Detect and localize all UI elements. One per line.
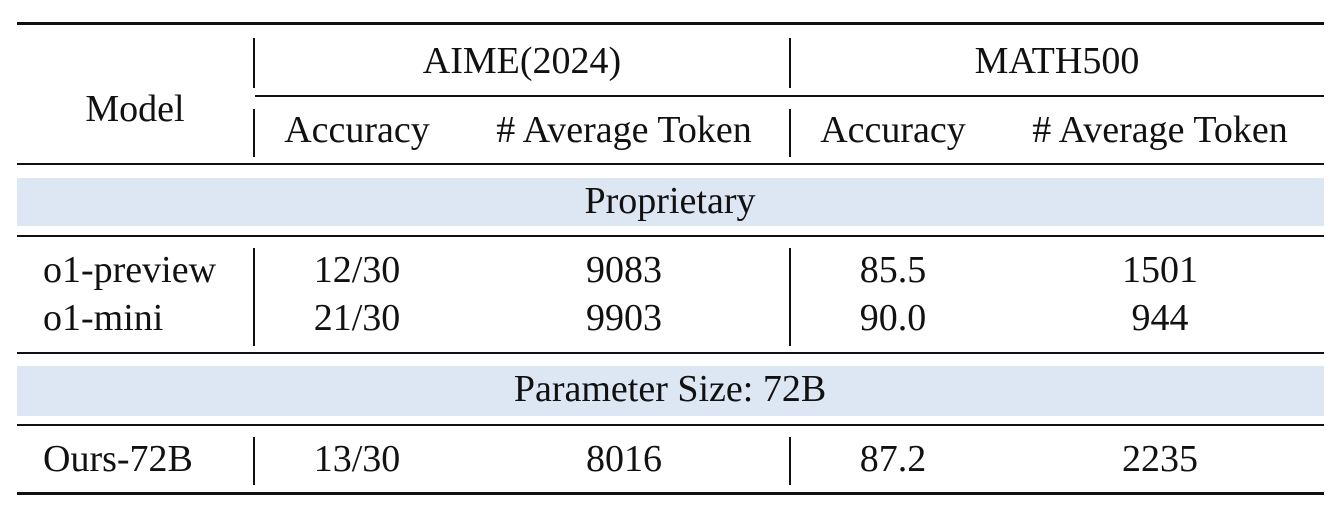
row-o1-mini-math-acc: 90.0 (859, 297, 927, 339)
section-title-proprietary: Proprietary (584, 180, 756, 222)
header-vsep-1-bottom (253, 109, 255, 157)
row-o1-preview-aime-tok: 9083 (586, 249, 662, 291)
section-band-72b (17, 366, 1324, 416)
section-rule-2 (17, 424, 1324, 426)
header-aime-avg-token: # Average Token (496, 109, 752, 151)
row-o1-mini-aime-tok: 9903 (586, 297, 662, 339)
row-o1-mini-model: o1-mini (43, 297, 164, 339)
header-aime-accuracy: Accuracy (284, 109, 430, 151)
header-math-accuracy: Accuracy (820, 109, 966, 151)
row-o1-mini-aime-acc: 21/30 (313, 297, 401, 339)
row-ours-72b-aime-tok: 8016 (586, 438, 662, 480)
section-rule-1 (17, 235, 1324, 237)
section-title-72b: Parameter Size: 72B (513, 368, 827, 410)
row-ours-72b-model: Ours-72B (43, 438, 193, 480)
table-bottom-rule (17, 492, 1324, 495)
header-vsep-2-top (789, 38, 791, 88)
body-vsep-1-sec1 (253, 248, 255, 346)
section-end-rule-1 (17, 352, 1324, 354)
table-top-rule (17, 22, 1324, 25)
header-vsep-1-top (253, 38, 255, 88)
body-vsep-2-sec1 (789, 248, 791, 346)
body-vsep-2-sec2 (789, 437, 791, 485)
body-vsep-1-sec2 (253, 437, 255, 485)
row-ours-72b-math-tok: 2235 (1122, 438, 1198, 480)
section-band-proprietary (17, 178, 1324, 226)
row-o1-preview-aime-acc: 12/30 (313, 249, 401, 291)
header-group-rule (255, 95, 1324, 97)
row-o1-mini-math-tok: 944 (1131, 297, 1189, 339)
row-o1-preview-math-tok: 1501 (1122, 249, 1198, 291)
header-bottom-rule (17, 163, 1324, 165)
row-o1-preview-model: o1-preview (43, 249, 217, 291)
row-o1-preview-math-acc: 85.5 (859, 249, 927, 291)
header-vsep-2-bottom (789, 109, 791, 157)
row-ours-72b-aime-acc: 13/30 (313, 438, 401, 480)
header-group-aime: AIME(2024) (422, 40, 622, 82)
row-ours-72b-math-acc: 87.2 (859, 438, 927, 480)
header-model: Model (85, 88, 185, 130)
header-math-avg-token: # Average Token (1032, 109, 1288, 151)
header-group-math500: MATH500 (974, 40, 1140, 82)
